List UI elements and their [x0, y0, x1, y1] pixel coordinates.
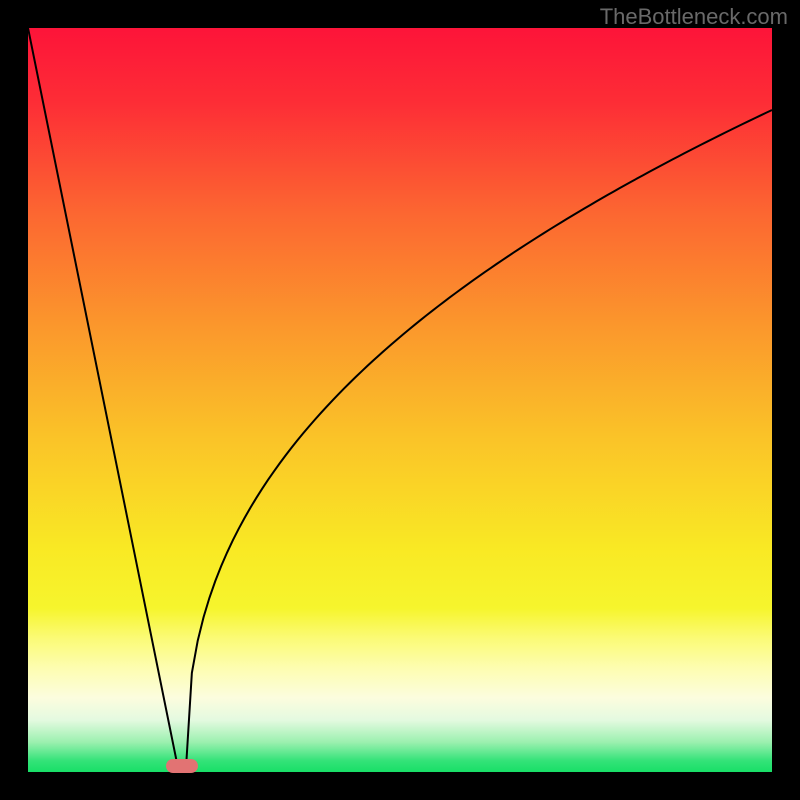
bottleneck-curve [28, 28, 772, 772]
chart-frame: TheBottleneck.com [0, 0, 800, 800]
plot-area [28, 28, 772, 772]
watermark-text: TheBottleneck.com [600, 4, 788, 30]
optimal-point-marker [166, 759, 198, 773]
